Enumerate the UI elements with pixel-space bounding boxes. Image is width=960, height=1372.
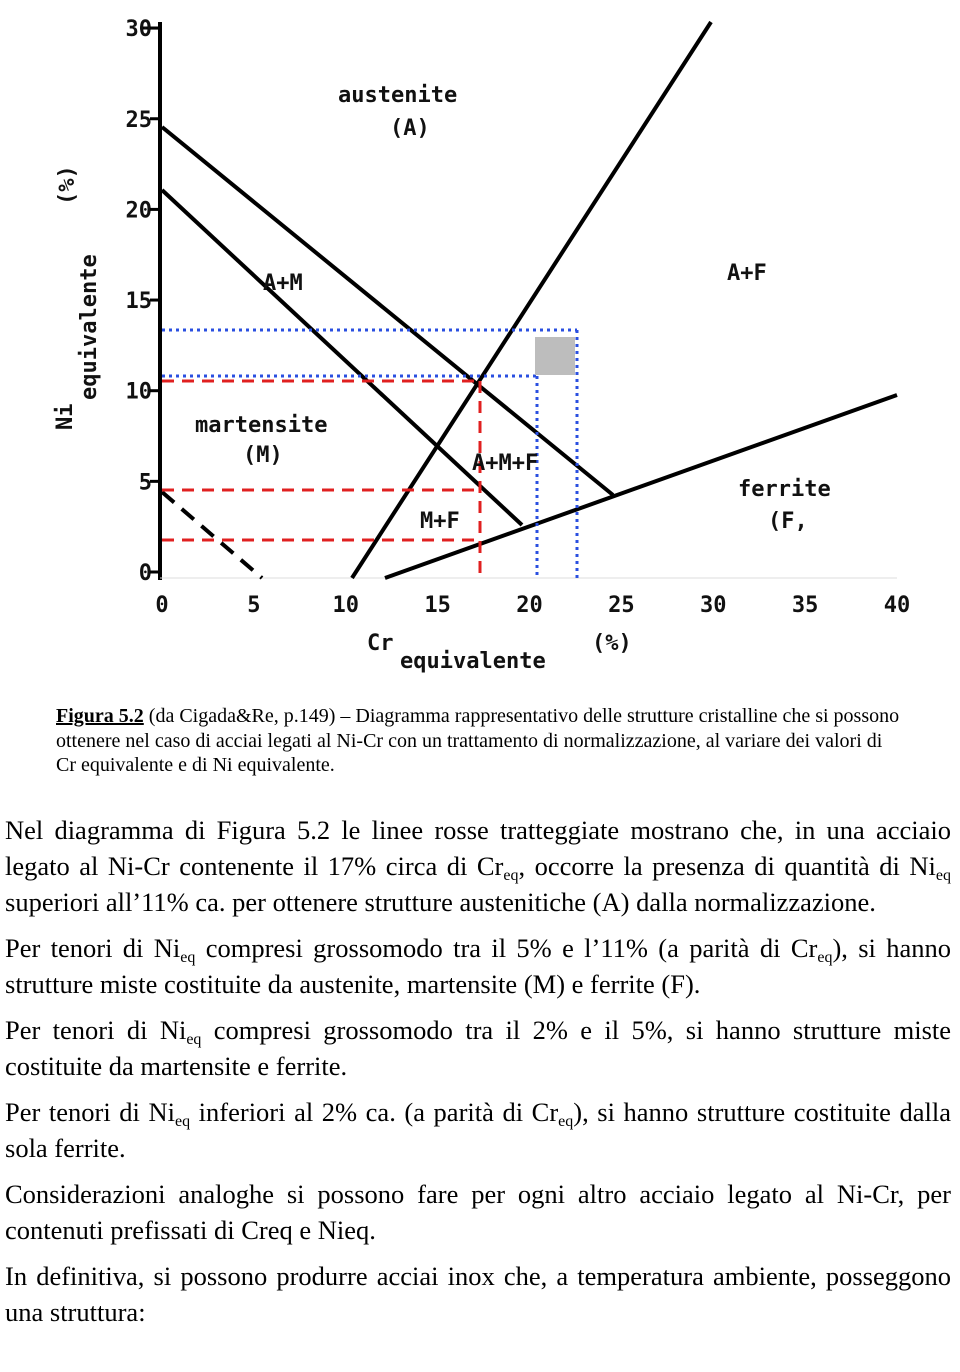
subscript: eq	[186, 1031, 202, 1048]
gray-box	[535, 337, 575, 375]
boundary-a-am	[160, 125, 615, 497]
x-tick-label: 0	[155, 593, 168, 618]
y-tick-label: 5	[139, 470, 152, 495]
text-run: compresi grossomodo tra il 5% e l’11% (a…	[195, 933, 818, 963]
subscript: eq	[935, 867, 951, 884]
diagram: 0 5 10 15 20 25 30 0 5 10 15 20 25 30 35 40 Ni equivalent…	[53, 17, 910, 674]
x-tick-label: 20	[516, 593, 543, 618]
x-tick-label: 30	[700, 593, 727, 618]
region-label: ferrite	[738, 477, 831, 502]
paragraph: Per tenori di Nieq compresi grossomodo t…	[5, 930, 951, 1002]
text-run: Per tenori di Ni	[5, 1015, 187, 1045]
text-run: Considerazioni analoghe si possono fare …	[5, 1179, 951, 1245]
caption-text: (da Cigada&Re, p.149) – Diagramma rappre…	[56, 705, 900, 776]
subscript: eq	[503, 867, 519, 884]
boundary-a-f	[350, 20, 713, 580]
region-label: (M)	[243, 443, 283, 468]
paragraph: In definitiva, si possono produrre accia…	[5, 1258, 951, 1330]
x-tick-label: 15	[424, 593, 451, 618]
x-axis-label: Cr	[367, 631, 394, 656]
region-label: A+M+F	[472, 451, 538, 476]
y-tick-label: 10	[126, 380, 153, 405]
text-run: ), si hanno strutture miste costituite d…	[5, 933, 952, 999]
x-axis-label: (%)	[592, 631, 632, 656]
text-run: , occorre la presenza di quantità di Ni	[518, 851, 936, 881]
subscript: eq	[817, 949, 833, 966]
text-run: compresi grossomodo tra il 2% e il 5%, s…	[5, 1015, 952, 1081]
region-label: (A)	[390, 116, 430, 141]
phase-lines	[140, 20, 898, 580]
x-tick-label: 5	[247, 593, 260, 618]
text-run: ), si hanno strutture costituite dalla s…	[5, 1097, 951, 1163]
paragraph: Per tenori di Nieq compresi grossomodo t…	[5, 1012, 951, 1084]
y-tick-label: 25	[126, 108, 153, 133]
y-tick-label: 0	[139, 561, 152, 586]
region-label: martensite	[195, 413, 327, 438]
text-run: Per tenori di Ni	[5, 933, 181, 963]
paragraph: Considerazioni analoghe si possono fare …	[5, 1176, 951, 1248]
text-run: In definitiva, si possono produrre accia…	[5, 1261, 951, 1327]
subscript: eq	[180, 949, 196, 966]
y-tick-label: 15	[126, 289, 153, 314]
y-tick-label: 20	[126, 198, 153, 223]
text-run: Nel diagramma di Figura 5.2 le linee ros…	[5, 815, 951, 881]
labels: 0 5 10 15 20 25 30 0 5 10 15 20 25 30 35 40 Ni equivalent…	[53, 17, 910, 674]
region-label: (F,	[768, 509, 808, 534]
red-guides	[162, 379, 482, 578]
text-run: inferiori al 2% ca. (a parità di Cr	[190, 1097, 559, 1127]
y-axis-label: equivalente	[77, 254, 102, 400]
text-run: Per tenori di Ni	[5, 1097, 175, 1127]
paragraph: Per tenori di Nieq inferiori al 2% ca. (…	[5, 1094, 951, 1166]
blue-guides	[162, 328, 579, 578]
y-axis-label: (%)	[55, 165, 80, 205]
x-tick-label: 35	[792, 593, 819, 618]
y-tick-label: 30	[126, 17, 153, 42]
region-label: austenite	[338, 83, 457, 108]
x-tick-label: 10	[333, 593, 360, 618]
region-label: M+F	[420, 509, 460, 534]
region-label: A+M	[263, 271, 303, 296]
text-run: superiori all’11% ca. per ottenere strut…	[5, 887, 876, 917]
subscript: eq	[174, 1113, 191, 1130]
boundary-am-m	[160, 188, 524, 527]
boundary-dashed	[160, 490, 264, 580]
x-axis-label: equivalente	[400, 649, 546, 674]
boundary-ferrite	[384, 393, 898, 580]
paragraph: Nel diagramma di Figura 5.2 le linee ros…	[5, 812, 951, 920]
body-text: Nel diagramma di Figura 5.2 le linee ros…	[5, 812, 951, 1340]
y-axis-label: Ni	[53, 404, 78, 431]
x-tick-label: 25	[608, 593, 635, 618]
x-tick-label: 40	[884, 593, 911, 618]
subscript: eq	[558, 1113, 574, 1130]
region-label: A+F	[727, 261, 767, 286]
caption: Figura 5.2 (da Cigada&Re, p.149) – Diagr…	[56, 704, 906, 778]
caption-label: Figura 5.2	[56, 705, 144, 727]
